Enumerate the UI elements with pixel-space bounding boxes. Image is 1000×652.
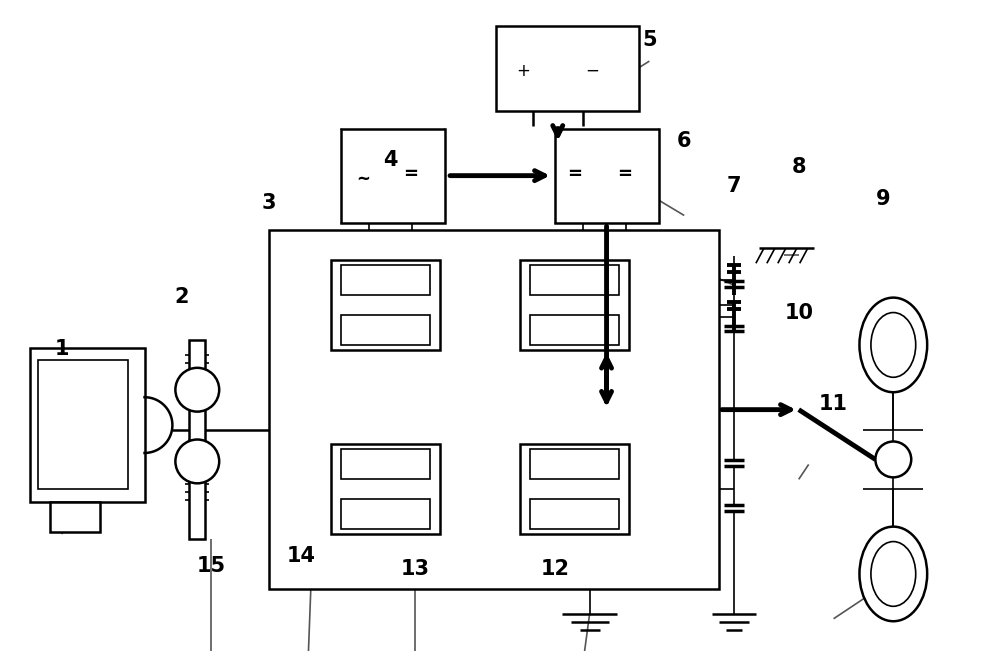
Text: =: =: [617, 165, 632, 183]
Bar: [520, 260, 629, 350]
Text: 13: 13: [401, 559, 430, 580]
Text: 2: 2: [174, 287, 189, 307]
Text: 10: 10: [784, 303, 813, 323]
Bar: [189, 340, 205, 539]
Text: 11: 11: [819, 394, 848, 414]
Text: +: +: [516, 62, 530, 80]
Bar: [38, 360, 128, 489]
Text: 15: 15: [197, 556, 226, 576]
Text: 5: 5: [642, 31, 657, 50]
Bar: [555, 129, 659, 224]
Bar: [341, 315, 430, 345]
Text: 4: 4: [383, 151, 398, 170]
Bar: [530, 499, 619, 529]
Text: 8: 8: [791, 157, 806, 177]
Bar: [331, 260, 440, 350]
Bar: [341, 129, 445, 224]
Text: ~: ~: [357, 170, 370, 188]
Text: 1: 1: [55, 339, 69, 359]
Text: 7: 7: [727, 177, 741, 196]
Text: 6: 6: [677, 131, 691, 151]
Circle shape: [175, 439, 219, 483]
Bar: [530, 265, 619, 295]
Bar: [50, 502, 100, 532]
Ellipse shape: [871, 312, 916, 378]
Circle shape: [875, 441, 911, 477]
Bar: [331, 445, 440, 534]
Text: =: =: [403, 165, 418, 183]
Ellipse shape: [859, 297, 927, 393]
Bar: [520, 445, 629, 534]
Text: 12: 12: [540, 559, 569, 580]
Text: =: =: [567, 165, 582, 183]
Bar: [530, 449, 619, 479]
Text: 3: 3: [262, 192, 276, 213]
Ellipse shape: [859, 527, 927, 621]
Bar: [269, 230, 719, 589]
Ellipse shape: [871, 542, 916, 606]
Text: 14: 14: [286, 546, 315, 567]
Text: −: −: [586, 62, 600, 80]
Bar: [530, 315, 619, 345]
Bar: [341, 265, 430, 295]
Bar: [341, 499, 430, 529]
Bar: [341, 449, 430, 479]
Bar: [30, 348, 145, 502]
Bar: [496, 26, 639, 111]
Text: 9: 9: [876, 189, 891, 209]
Circle shape: [175, 368, 219, 411]
